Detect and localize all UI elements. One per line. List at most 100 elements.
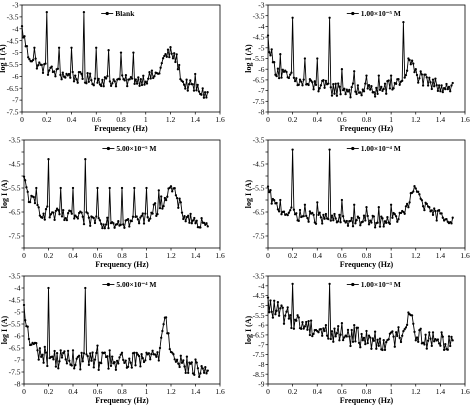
data-point (151, 349, 154, 352)
data-point (340, 321, 344, 325)
x-tick-label: 1.2 (166, 387, 176, 396)
data-point (174, 60, 177, 64)
y-tick-label: -6.5 (9, 208, 21, 217)
data-point (280, 213, 283, 216)
data-point (145, 186, 148, 190)
data-point (200, 93, 203, 96)
data-point (349, 96, 352, 99)
data-point (418, 193, 421, 196)
data-point (53, 218, 56, 222)
data-point (275, 201, 278, 205)
data-point (92, 84, 95, 87)
data-point (361, 88, 364, 91)
data-point (171, 351, 174, 354)
y-tick-label: -4.5 (7, 36, 19, 45)
data-point (132, 51, 135, 54)
data-point (82, 222, 86, 226)
legend-marker (105, 11, 109, 16)
data-point (405, 69, 409, 72)
data-point (25, 44, 29, 48)
data-point (131, 215, 135, 218)
x-tick-label: 0 (266, 115, 270, 124)
data-point (334, 217, 337, 220)
data-point (365, 206, 368, 209)
data-point (297, 219, 300, 223)
data-point (200, 217, 203, 220)
data-point (322, 79, 325, 82)
data-point (111, 82, 114, 85)
data-point (65, 218, 69, 222)
data-point (130, 219, 133, 223)
data-point (128, 78, 131, 81)
data-point (353, 70, 356, 73)
data-point (381, 348, 384, 352)
data-point (373, 330, 377, 333)
data-point (92, 366, 95, 369)
data-point (150, 352, 153, 356)
data-point (383, 82, 387, 85)
data-point (95, 215, 98, 218)
data-point (187, 371, 190, 375)
data-point (100, 84, 103, 88)
data-point (289, 73, 292, 76)
data-point (169, 46, 172, 49)
x-tick-label: 1.4 (191, 387, 201, 396)
x-tick-label: 1.2 (411, 115, 421, 124)
data-point (178, 197, 181, 200)
data-point (334, 82, 337, 85)
data-point (407, 206, 410, 209)
y-tick-label: -5 (258, 301, 264, 310)
y-tick-label: -3.5 (9, 136, 21, 145)
data-point (24, 319, 27, 322)
data-point (436, 338, 440, 341)
data-point (47, 158, 50, 161)
data-point (148, 71, 151, 74)
data-point (93, 221, 97, 225)
data-point (54, 365, 58, 368)
data-point (42, 361, 45, 364)
data-point (286, 213, 289, 217)
panel-1e-4: 0 0.2 0.4 0.6 0.8 1 1.2 1.4 1.6 -3.5 -4.5 -5.5 -6.5 -… (244, 136, 470, 269)
data-point (155, 214, 158, 218)
data-point (399, 211, 403, 215)
data-point (108, 80, 112, 83)
data-point (322, 327, 325, 330)
data-point (124, 74, 128, 77)
data-point (96, 344, 99, 347)
data-point (57, 367, 60, 370)
data-point (372, 339, 376, 342)
data-point (59, 186, 62, 190)
data-point (387, 338, 390, 341)
data-point (76, 217, 80, 220)
x-tick-label: 1.6 (460, 115, 470, 124)
data-point (140, 214, 143, 218)
data-point (38, 61, 41, 64)
data-point (359, 91, 362, 94)
x-tick-label: 1.2 (166, 115, 176, 124)
data-point (419, 327, 422, 330)
data-point (100, 222, 103, 226)
data-point (356, 326, 360, 329)
x-tick-label: 0 (22, 387, 26, 396)
data-point (291, 282, 294, 286)
data-point (175, 358, 179, 361)
data-point (343, 336, 346, 339)
data-point (323, 86, 326, 89)
data-point (338, 85, 341, 88)
data-point (280, 76, 283, 79)
series-line (267, 17, 454, 98)
data-point (81, 360, 84, 363)
y-tick-label: -5.5 (9, 184, 21, 193)
data-point (276, 208, 280, 211)
data-point (404, 73, 408, 77)
panel-1e-3: 0 0.2 0.4 0.6 0.8 1 1.2 1.4 1.6-3.5-4-4.5-5-5.5-… (244, 272, 470, 405)
data-point (74, 363, 77, 367)
data-point (173, 187, 176, 190)
data-point (424, 333, 427, 336)
data-point (345, 335, 348, 338)
x-tick-label: 1.2 (411, 251, 421, 260)
y-tick-label: -3.5 (9, 272, 21, 281)
legend-marker (106, 146, 110, 151)
data-point (412, 62, 415, 65)
data-point (371, 337, 374, 340)
